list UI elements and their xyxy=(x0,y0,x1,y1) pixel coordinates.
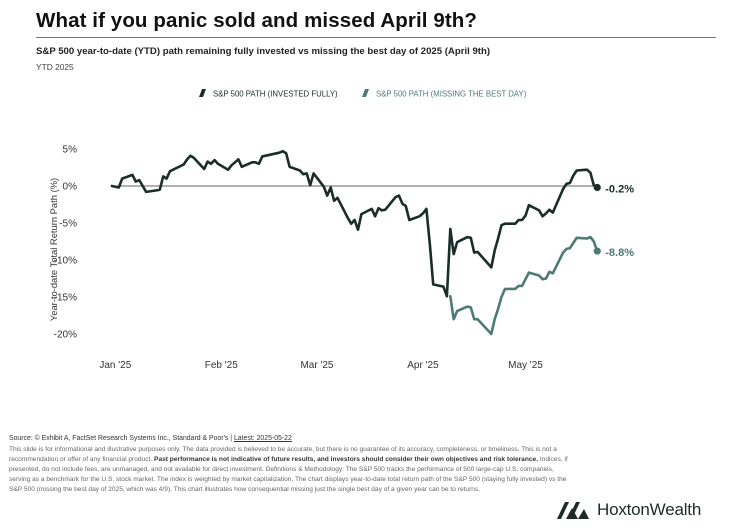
title-divider xyxy=(36,37,716,38)
legend-label-invested: S&P 500 PATH (INVESTED FULLY) xyxy=(213,90,338,99)
period-label: YTD 2025 xyxy=(36,62,74,72)
series-line-invested xyxy=(110,149,599,298)
x-tick-label: May '25 xyxy=(508,360,543,371)
y-tick-label: -5% xyxy=(59,219,77,230)
end-point-invested xyxy=(593,183,601,192)
y-tick-label: -15% xyxy=(54,293,77,304)
legend-label-missing: S&P 500 PATH (MISSING THE BEST DAY) xyxy=(376,90,527,99)
line-chart: Year-to-date Total Return Path (%) 5% 0% -5… xyxy=(48,89,634,371)
x-tick-label: Mar '25 xyxy=(300,360,333,371)
disclaimer-text: This slide is for informational and illu… xyxy=(9,446,557,463)
footer-disclaimer: Source: © Exhibit A, FactSet Research Sy… xyxy=(9,434,569,495)
end-label-invested: -0.2% xyxy=(605,183,634,195)
logo-text-light: Wealth xyxy=(649,500,702,519)
hoxton-wealth-logo: HoxtonWealth xyxy=(556,497,701,523)
x-tick-label: Jan '25 xyxy=(99,360,131,371)
logo-text-bold: Hoxton xyxy=(597,500,650,519)
x-tick-label: Feb '25 xyxy=(205,360,238,371)
source-line: Source: © Exhibit A, FactSet Research Sy… xyxy=(9,434,569,444)
y-tick-label: 5% xyxy=(63,145,78,156)
legend-marker-invested xyxy=(199,89,206,97)
hoxton-logo-icon xyxy=(557,502,589,519)
end-point-missing xyxy=(593,247,601,255)
legend-marker-missing xyxy=(362,89,369,97)
source-text: Source: © Exhibit A, FactSet Research Sy… xyxy=(9,435,233,442)
latest-date: Latest: 2025-05-22 xyxy=(233,435,292,442)
series-line-missing xyxy=(448,235,599,336)
methodology-text: Indices, if presented, do not include fe… xyxy=(9,456,568,493)
y-axis-title: Year-to-date Total Return Path (%) xyxy=(48,178,59,321)
y-tick-label: -20% xyxy=(54,330,77,341)
chart-subtitle: S&P 500 year-to-date (YTD) path remainin… xyxy=(36,46,491,57)
page-title: What if you panic sold and missed April … xyxy=(36,9,478,32)
x-tick-label: Apr '25 xyxy=(407,360,439,371)
y-tick-label: -10% xyxy=(54,256,77,267)
end-label-missing: -8.8% xyxy=(605,247,634,259)
disclaimer-emphasis: Past performance is not indicative of fu… xyxy=(154,456,539,463)
y-tick-label: 0% xyxy=(63,182,78,193)
